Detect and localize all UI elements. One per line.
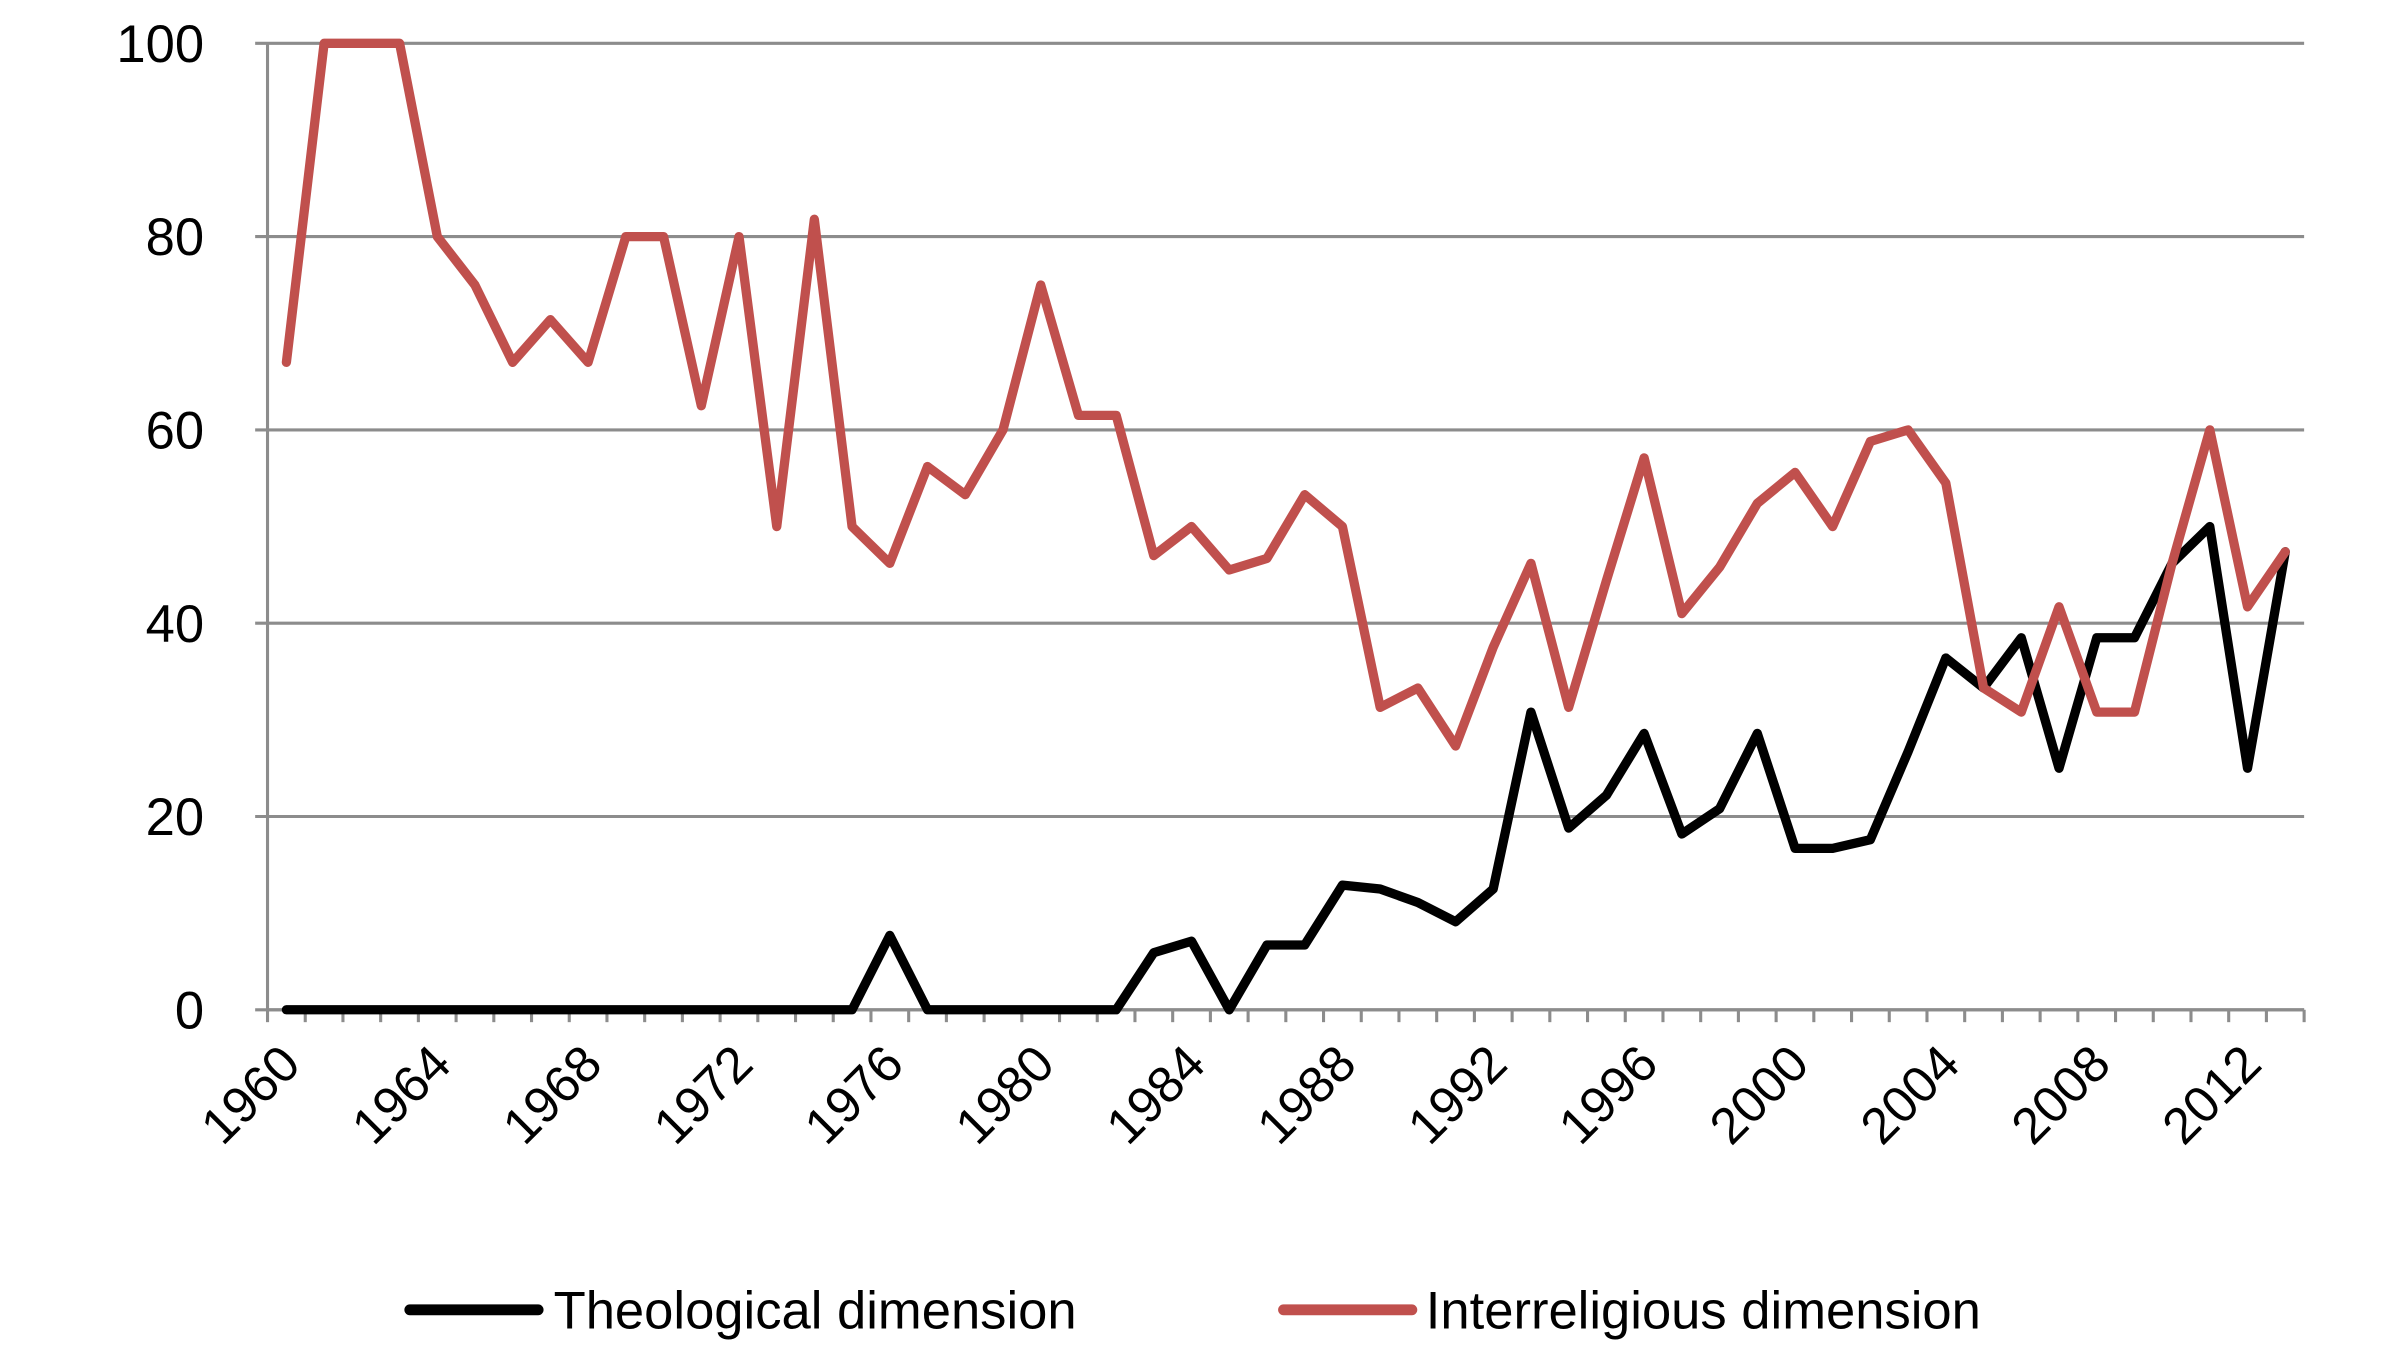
legend-item-theological[interactable]: Theological dimension [404, 1281, 1077, 1340]
y-axis-ticks: 0 20 40 60 80 100 [116, 15, 204, 1040]
x-tick-label: 1968 [492, 1034, 613, 1155]
y-tick-label: 40 [146, 595, 204, 654]
y-tick-label: 80 [146, 208, 204, 267]
x-tick-label: 2000 [1699, 1034, 1820, 1155]
series-line-interreligious [281, 38, 2290, 751]
x-tick-label: 1992 [1397, 1034, 1518, 1155]
y-tick-label: 100 [116, 15, 204, 74]
legend-item-interreligious[interactable]: Interreligious dimension [1278, 1281, 1981, 1340]
x-tick-label: 2004 [1849, 1034, 1970, 1155]
x-tick-label: 1980 [944, 1034, 1065, 1155]
y-tick-label: 0 [175, 981, 204, 1040]
legend-label-interreligious: Interreligious dimension [1426, 1281, 1981, 1340]
x-tick-label: 1964 [341, 1034, 462, 1155]
x-tick-label: 2008 [2000, 1034, 2121, 1155]
gridlines [255, 41, 2305, 1012]
y-tick-label: 20 [146, 788, 204, 847]
x-tick-label: 1960 [190, 1034, 311, 1155]
legend-label-theological: Theological dimension [554, 1281, 1077, 1340]
x-tick-label: 1972 [643, 1034, 764, 1155]
x-tick-label: 1988 [1246, 1034, 1367, 1155]
legend: Theological dimension Interreligious dim… [404, 1281, 1981, 1340]
series-lines [281, 38, 2290, 1015]
x-tick-label: 2012 [2151, 1034, 2272, 1155]
series-line-theological [281, 521, 2290, 1015]
y-tick-label: 60 [146, 401, 204, 460]
x-tick-label: 1996 [1548, 1034, 1669, 1155]
x-tick-label: 1976 [793, 1034, 914, 1155]
x-tick-label: 1984 [1095, 1034, 1216, 1155]
